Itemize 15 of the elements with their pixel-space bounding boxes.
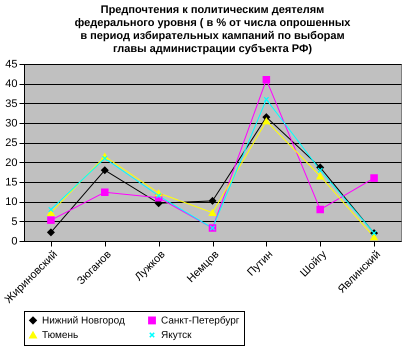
y-tick-label: 25 [5, 137, 18, 150]
y-tick-label: 30 [5, 118, 18, 130]
y-tick-label: 15 [5, 176, 18, 188]
y-tick-label: 20 [5, 156, 18, 169]
legend-label: Нижний Новгород [42, 315, 125, 326]
y-tick-label: 10 [5, 196, 18, 208]
legend-label: Санкт-Петербург [161, 315, 240, 326]
y-tick-label: 45 [5, 58, 18, 70]
legend-label: Тюмень [42, 330, 78, 341]
y-tick-label: 40 [5, 78, 18, 90]
chart-title: Предпочтения к политическим деятелям федерального уровня ( в % от числа опрошенных в период избирательных кампаний по выборам главы администрации субъекта РФ) [74, 4, 352, 55]
y-tick-label: 0 [11, 236, 18, 248]
legend-label: Якутск [161, 330, 192, 341]
y-tick-label: 5 [11, 216, 18, 228]
y-tick-label: 35 [5, 98, 18, 110]
